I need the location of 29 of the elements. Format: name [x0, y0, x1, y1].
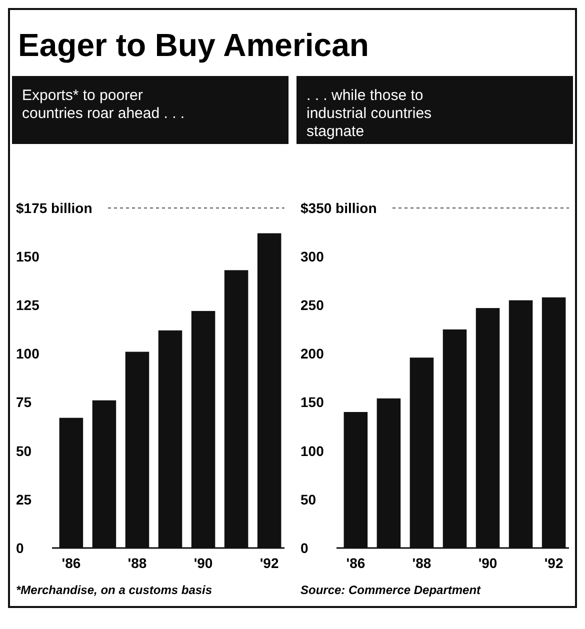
y-tick-label: 100: [16, 346, 40, 362]
y-tick-label: 125: [16, 297, 40, 314]
y-tick-label: 0: [16, 540, 24, 556]
y-tick-label: 300: [300, 248, 324, 264]
chart-title: Eager to Buy American: [18, 27, 369, 63]
y-tick-label: 200: [300, 346, 324, 362]
x-tick-label: '86: [346, 555, 366, 571]
y-tick-label: 150: [300, 394, 324, 410]
y-tick-label: 100: [300, 442, 324, 459]
source-note: Source: Commerce Department: [300, 583, 482, 597]
x-tick-label: '88: [128, 555, 147, 571]
x-tick-label: '92: [544, 555, 564, 571]
y-tick-label: 50: [16, 442, 32, 459]
y-tick-label: 50: [300, 491, 316, 508]
y-tick-label: 150: [16, 248, 40, 264]
y-tick-label: 25: [16, 491, 32, 508]
y-tick-label: 75: [16, 394, 32, 410]
y-tick-label: 250: [300, 297, 324, 314]
y-tick-label: 0: [300, 540, 308, 556]
chart-subtitle: . . . while those to industrial countries stagnate: [306, 87, 432, 140]
x-tick-label: '88: [412, 555, 432, 571]
x-tick-label: '90: [478, 555, 498, 571]
y-tick-label: $175 billion: [16, 200, 92, 216]
text: *Merchandise, on a customs basis: [16, 583, 212, 597]
y-tick-label: $350 billion: [300, 200, 377, 216]
x-tick-label: '92: [260, 555, 279, 571]
x-tick-label: '90: [194, 555, 213, 571]
x-tick-label: '86: [62, 555, 81, 571]
chart-subtitle: Exports* to poorer countries roar ahead . . .: [22, 87, 185, 122]
